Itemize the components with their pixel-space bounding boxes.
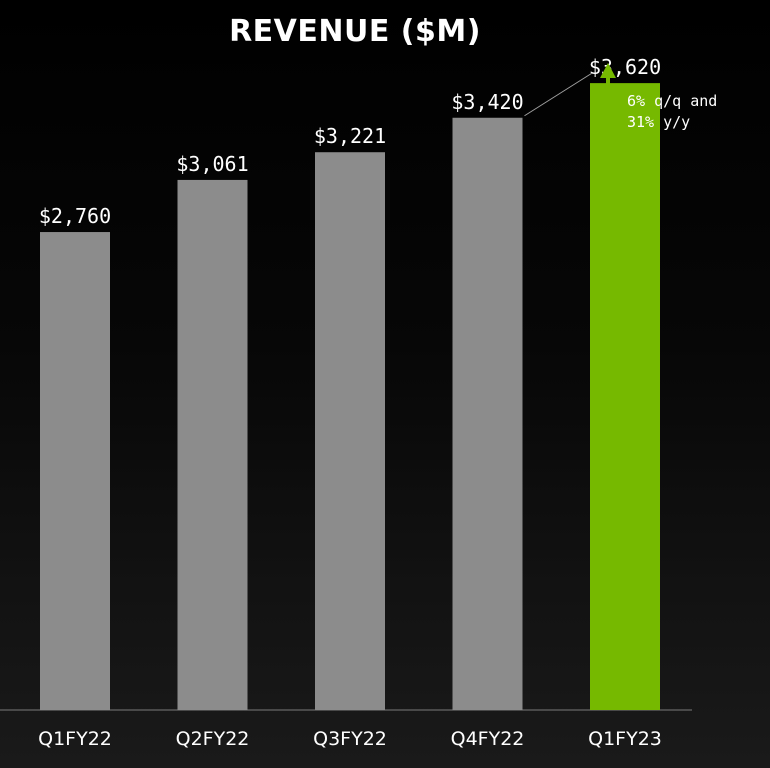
- value-label-q3fy22: $3,221: [314, 124, 386, 148]
- category-label-q1fy22: Q1FY22: [38, 728, 112, 750]
- category-label-q2fy22: Q2FY22: [176, 728, 250, 750]
- growth-connector-line: [524, 72, 593, 117]
- bar-q3fy22: [315, 152, 385, 711]
- value-label-q1fy23: $3,620: [589, 55, 661, 79]
- bar-q1fy22: [40, 232, 110, 711]
- growth-annotation: 6% q/q and 31% y/y: [524, 63, 717, 131]
- category-label-q4fy22: Q4FY22: [451, 728, 525, 750]
- bar-q1fy23: [590, 83, 660, 710]
- growth-annotation-line-2: 31% y/y: [627, 113, 690, 131]
- value-label-q4fy22: $3,420: [451, 90, 523, 114]
- value-label-q2fy22: $3,061: [176, 152, 248, 176]
- value-label-q1fy22: $2,760: [39, 204, 111, 228]
- bars-layer: [0, 83, 692, 711]
- chart-title: REVENUE ($M): [229, 14, 481, 49]
- growth-annotation-line-1: 6% q/q and: [627, 92, 717, 110]
- up-arrow-icon: [600, 63, 616, 78]
- bar-q4fy22: [452, 117, 523, 710]
- labels-layer: $2,760 Q1FY22 $3,061 Q2FY22 $3,221 Q3FY22 $3,4…: [38, 55, 662, 750]
- category-label-q1fy23: Q1FY23: [588, 728, 662, 750]
- category-label-q3fy22: Q3FY22: [313, 728, 387, 750]
- bar-q2fy22: [177, 179, 248, 711]
